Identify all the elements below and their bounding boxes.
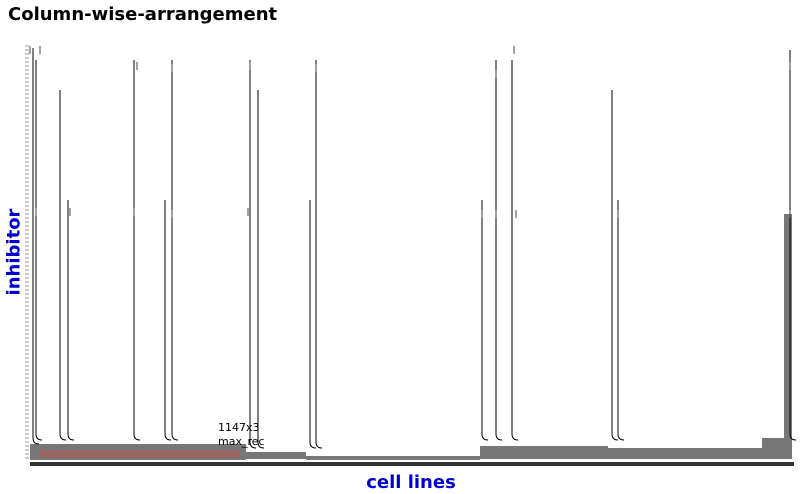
x-axis-bar xyxy=(30,462,794,466)
annotation-label: max_rec xyxy=(218,435,265,448)
heatmap-trace xyxy=(789,50,797,441)
heatmap-trace xyxy=(171,60,179,441)
heatmap-trace xyxy=(67,200,75,441)
heatmap-trace xyxy=(164,200,172,441)
heatmap-fill-block xyxy=(784,214,792,438)
heatmap-fill-block xyxy=(480,446,608,459)
heatmap-trace xyxy=(315,60,323,449)
heatmap-trace xyxy=(309,200,317,449)
heatmap-fill-block xyxy=(762,438,792,459)
heatmap-fill-block xyxy=(246,452,306,459)
heatmap-trace xyxy=(257,90,265,449)
heatmap-trace xyxy=(495,60,503,441)
heatmap-fill-block xyxy=(306,456,480,460)
y-tick-marks xyxy=(25,45,29,459)
heatmap-fill-block xyxy=(40,450,240,458)
heatmap-fill-block xyxy=(608,448,762,459)
annotation-dims: 1147x3 xyxy=(218,421,260,434)
heatmap-trace xyxy=(133,60,141,441)
heatmap-fills xyxy=(30,214,792,460)
heatmap-trace xyxy=(59,90,67,441)
heatmap-trace xyxy=(249,60,257,449)
heatmap-trace xyxy=(511,60,519,441)
heatmap-trace xyxy=(32,48,40,445)
x-axis-label: cell lines xyxy=(366,472,456,493)
heatmap-trace xyxy=(611,90,619,441)
heatmap-traces xyxy=(29,46,797,449)
matrix-annotation: 1147x3 max_rec xyxy=(218,421,265,449)
heatmap-trace xyxy=(35,60,43,441)
chart-title: Column-wise-arrangement xyxy=(8,4,278,25)
heatmap-trace xyxy=(617,200,625,441)
heatmap-trace xyxy=(481,200,489,441)
y-axis-label: inhibitor xyxy=(3,208,25,296)
